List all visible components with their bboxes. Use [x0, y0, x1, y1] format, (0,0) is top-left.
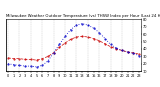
Text: Milwaukee Weather Outdoor Temperature (vs) THSW Index per Hour (Last 24 Hours): Milwaukee Weather Outdoor Temperature (v…: [6, 14, 160, 18]
